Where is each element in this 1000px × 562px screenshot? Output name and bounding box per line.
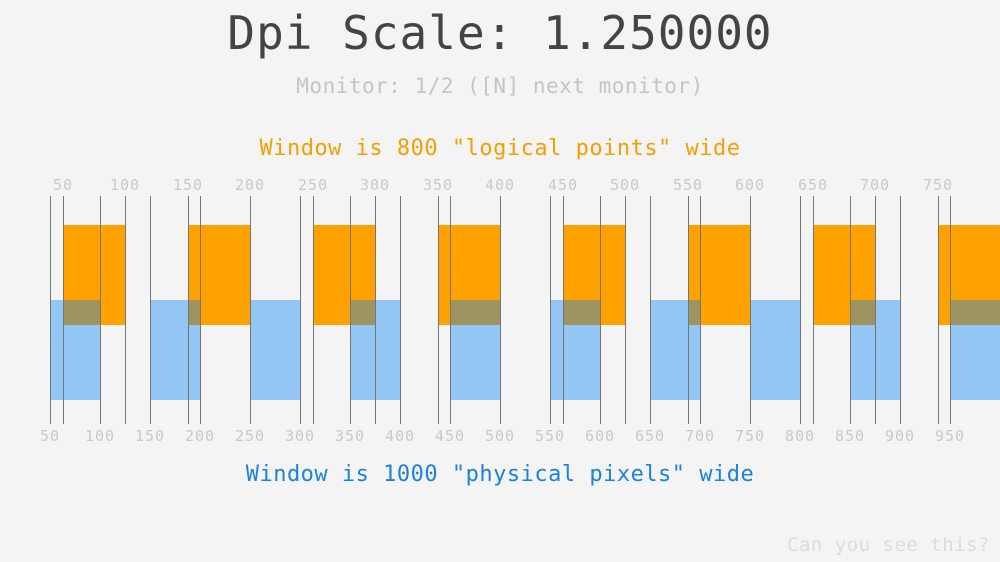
physical-tick-label: 850	[834, 427, 866, 445]
physical-tick-line	[750, 196, 751, 424]
physical-tick-label: 800	[784, 427, 816, 445]
physical-tick-label: 400	[384, 427, 416, 445]
physical-tick-line	[900, 196, 901, 424]
logical-tick-line	[125, 196, 126, 424]
bar-overlap-region	[687, 300, 700, 325]
logical-tick-label: 450	[547, 176, 579, 194]
physical-pixel-bar	[750, 300, 800, 400]
physical-tick-label: 50	[39, 427, 61, 445]
logical-tick-label: 150	[172, 176, 204, 194]
physical-tick-line	[850, 196, 851, 424]
physical-tick-label: 750	[734, 427, 766, 445]
logical-tick-label: 350	[422, 176, 454, 194]
physical-tick-line	[500, 196, 501, 424]
physical-tick-line	[800, 196, 801, 424]
physical-tick-line	[350, 196, 351, 424]
physical-tick-line	[50, 196, 51, 424]
logical-tick-line	[63, 196, 64, 424]
physical-tick-label: 150	[134, 427, 166, 445]
physical-tick-line	[650, 196, 651, 424]
logical-tick-label: 50	[52, 176, 74, 194]
physical-tick-label: 200	[184, 427, 216, 445]
logical-tick-line	[813, 196, 814, 424]
physical-tick-line	[300, 196, 301, 424]
physical-tick-line	[600, 196, 601, 424]
logical-tick-label: 100	[109, 176, 141, 194]
logical-tick-label: 550	[672, 176, 704, 194]
bar-overlap-region	[450, 300, 500, 325]
physical-tick-line	[450, 196, 451, 424]
logical-tick-label: 300	[359, 176, 391, 194]
bar-overlap-region	[562, 300, 600, 325]
bar-overlap-region	[350, 300, 375, 325]
logical-tick-line	[313, 196, 314, 424]
logical-tick-label: 400	[484, 176, 516, 194]
physical-tick-line	[550, 196, 551, 424]
physical-tick-line	[150, 196, 151, 424]
logical-points-caption: Window is 800 "logical points" wide	[259, 136, 741, 161]
physical-tick-line	[100, 196, 101, 424]
physical-tick-label: 100	[84, 427, 116, 445]
logical-tick-line	[938, 196, 939, 424]
physical-tick-label: 500	[484, 427, 516, 445]
physical-tick-line	[200, 196, 201, 424]
logical-tick-line	[375, 196, 376, 424]
logical-tick-line	[625, 196, 626, 424]
logical-tick-label: 700	[859, 176, 891, 194]
logical-tick-label: 750	[922, 176, 954, 194]
physical-tick-label: 250	[234, 427, 266, 445]
physical-pixel-bar	[250, 300, 300, 400]
physical-tick-label: 700	[684, 427, 716, 445]
physical-tick-label: 600	[584, 427, 616, 445]
logical-tick-label: 500	[609, 176, 641, 194]
monitor-status-text: Monitor: 1/2 ([N] next monitor)	[296, 74, 704, 98]
physical-tick-label: 900	[884, 427, 916, 445]
page-title: Dpi Scale: 1.250000	[227, 6, 773, 60]
logical-tick-line	[875, 196, 876, 424]
physical-tick-label: 300	[284, 427, 316, 445]
logical-tick-line	[688, 196, 689, 424]
physical-tick-label: 550	[534, 427, 566, 445]
logical-tick-label: 650	[797, 176, 829, 194]
logical-tick-line	[188, 196, 189, 424]
physical-tick-label: 350	[334, 427, 366, 445]
physical-tick-line	[400, 196, 401, 424]
bar-overlap-region	[187, 300, 200, 325]
physical-tick-line	[700, 196, 701, 424]
legibility-note: Can you see this?	[787, 534, 990, 556]
logical-tick-line	[438, 196, 439, 424]
logical-tick-label: 200	[234, 176, 266, 194]
logical-tick-label: 600	[734, 176, 766, 194]
logical-tick-line	[563, 196, 564, 424]
physical-tick-line	[950, 196, 951, 424]
physical-tick-label: 450	[434, 427, 466, 445]
bar-overlap-region	[62, 300, 100, 325]
bar-overlap-region	[850, 300, 875, 325]
physical-pixels-caption: Window is 1000 "physical pixels" wide	[245, 462, 755, 487]
physical-tick-label: 950	[934, 427, 966, 445]
physical-tick-label: 650	[634, 427, 666, 445]
logical-tick-label: 250	[297, 176, 329, 194]
bar-overlap-region	[950, 300, 1000, 325]
physical-tick-line	[250, 196, 251, 424]
